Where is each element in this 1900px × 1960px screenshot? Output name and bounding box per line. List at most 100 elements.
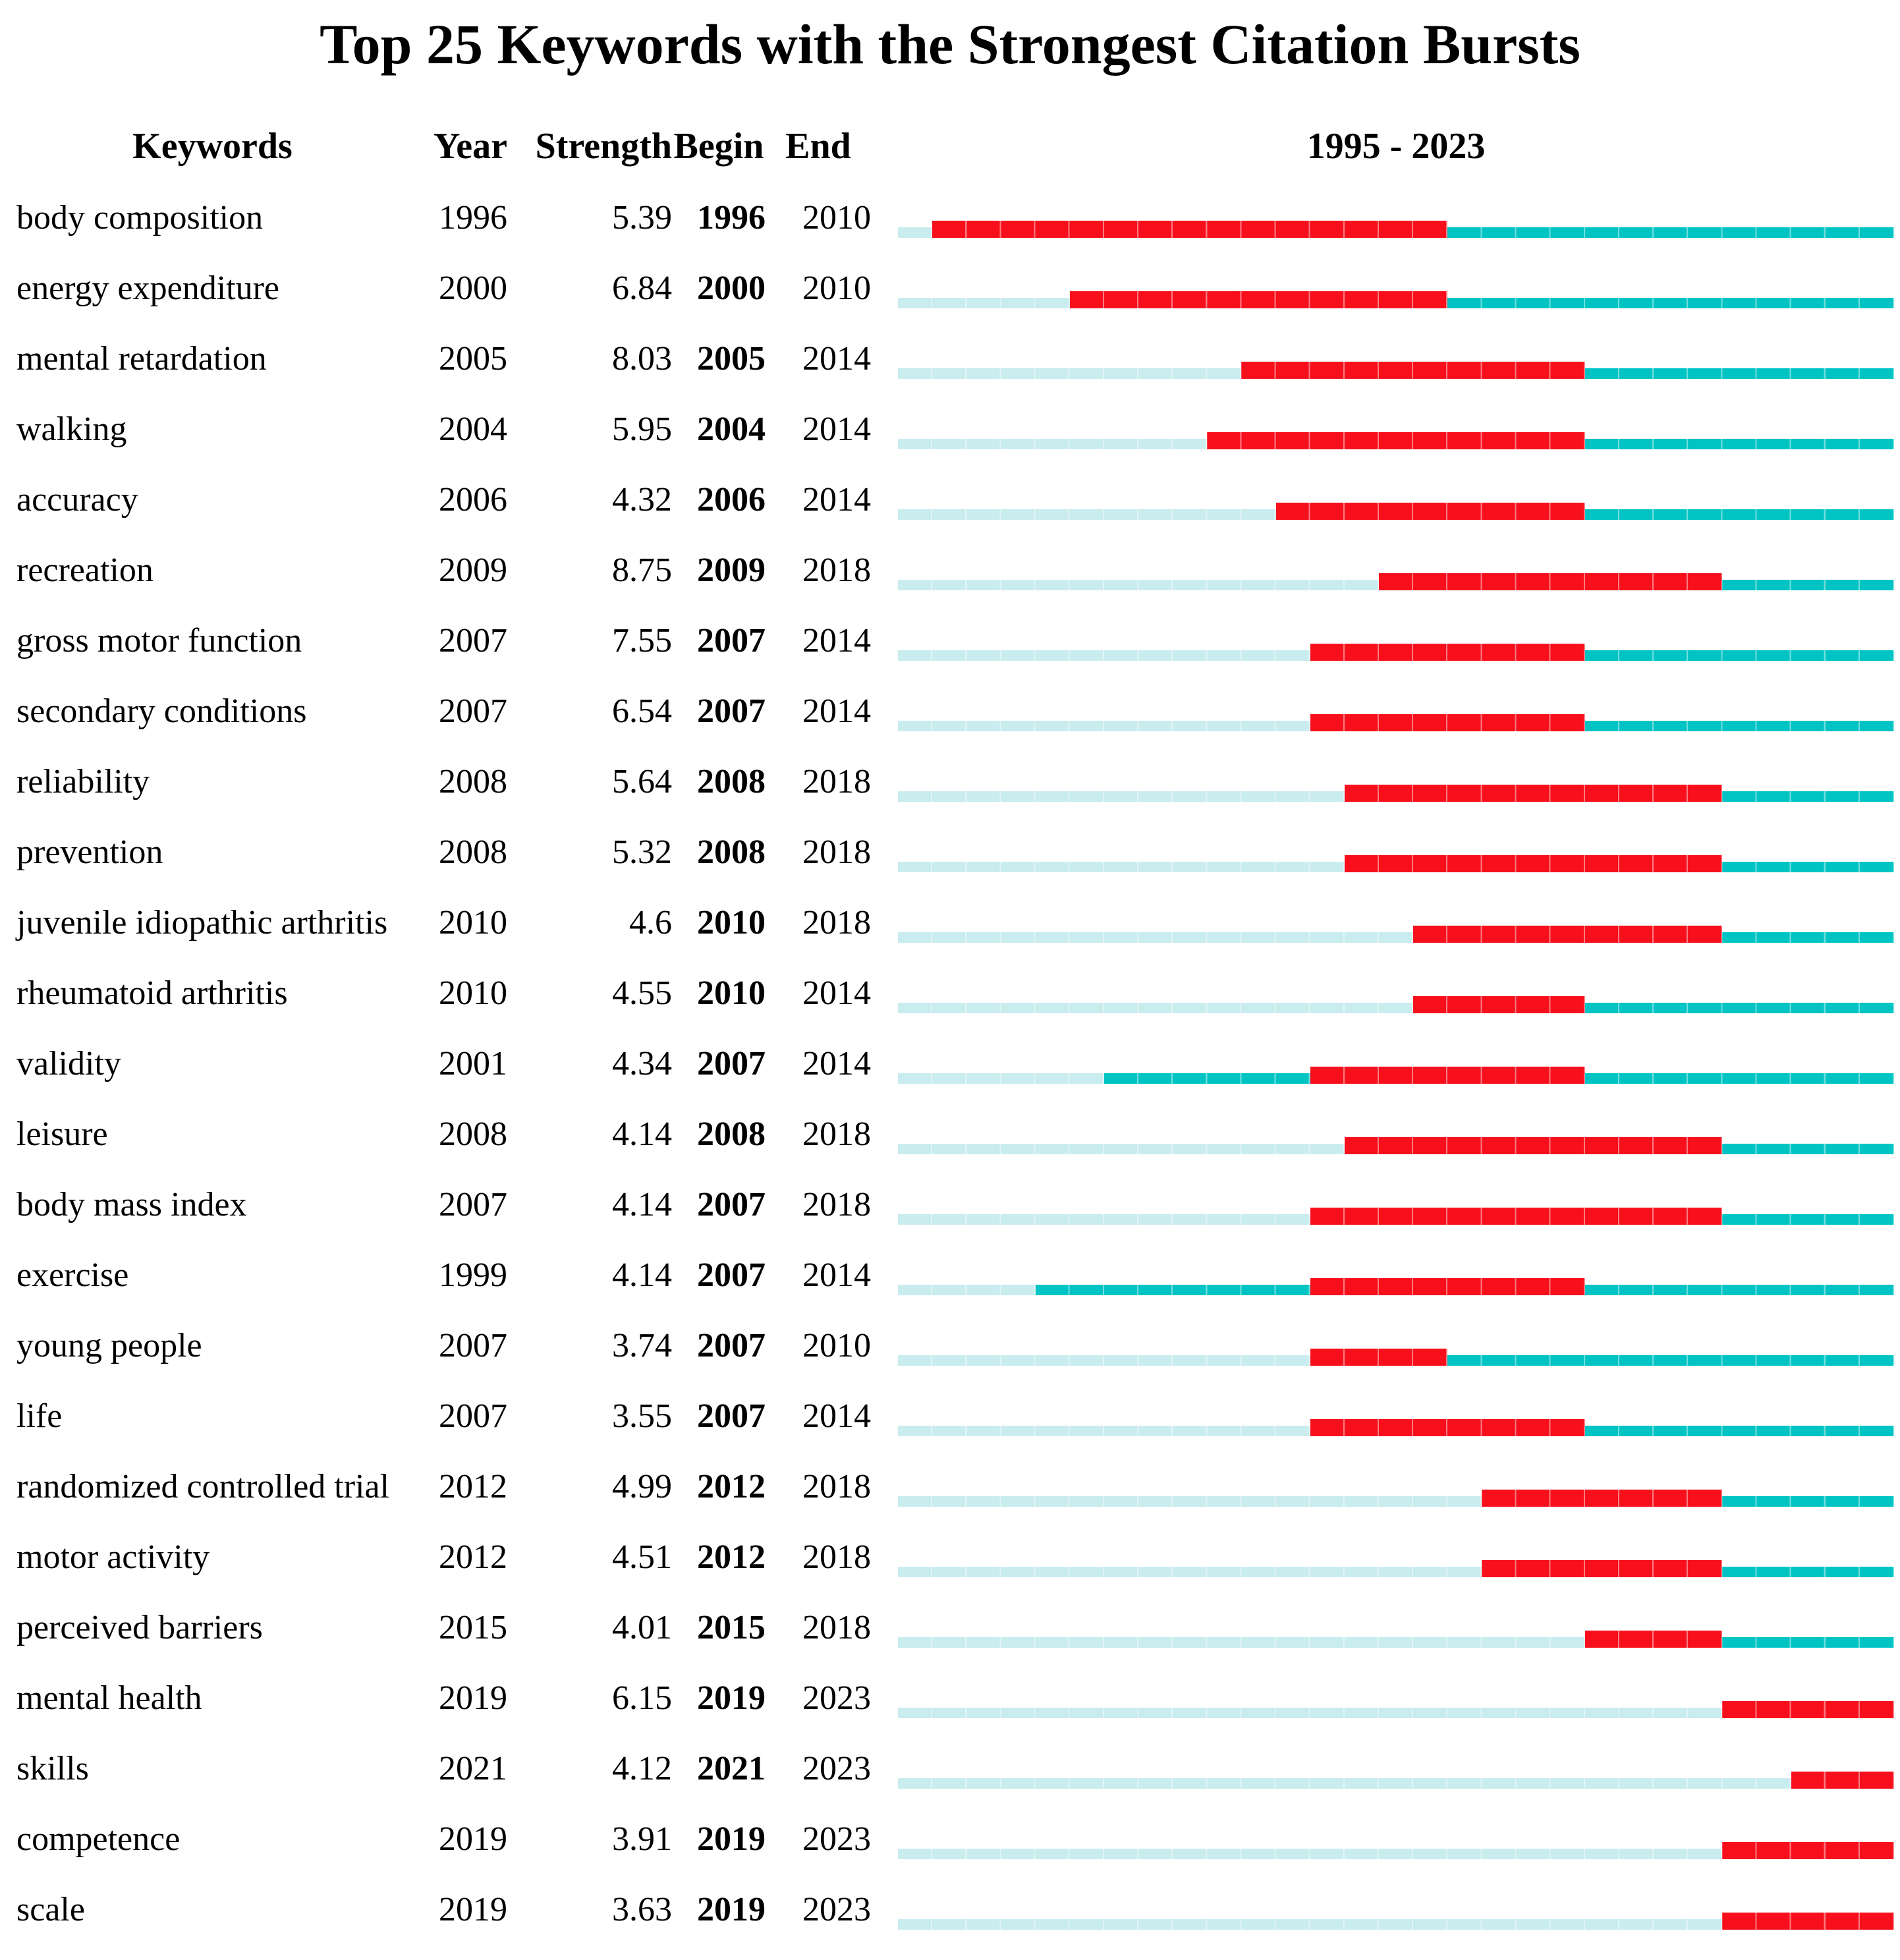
timeline-bar (898, 1278, 1894, 1296)
begin-cell: 2007 (697, 621, 766, 659)
post-burst-segment (1447, 1355, 1894, 1366)
year-cell: 2007 (439, 692, 507, 730)
timeline-bar (898, 855, 1894, 873)
timeline-track (898, 1278, 1894, 1296)
keyword-cell: leisure (16, 1115, 108, 1153)
year-cell: 2008 (439, 833, 507, 871)
timeline-track (898, 1631, 1894, 1648)
end-cell: 2023 (802, 1820, 871, 1858)
burst-segment (1413, 996, 1585, 1014)
begin-cell: 2004 (697, 410, 766, 448)
pre-appearance-segment (898, 1496, 1482, 1507)
begin-cell: 2000 (697, 269, 766, 307)
post-burst-segment (1584, 721, 1894, 732)
burst-row: accuracy 2006 4.32 2006 2014 (0, 464, 1900, 535)
pre-appearance-segment (898, 298, 1070, 309)
burst-segment (1791, 1772, 1894, 1789)
column-header-keywords: Keywords (132, 125, 293, 167)
burst-row: secondary conditions 2007 6.54 2007 2014 (0, 676, 1900, 746)
keyword-cell: mental retardation (16, 339, 267, 378)
year-cell: 2019 (439, 1890, 507, 1928)
burst-segment (1310, 1208, 1723, 1225)
post-burst-segment (1722, 1637, 1894, 1648)
column-header-strength: Strength (535, 125, 672, 167)
keyword-cell: rheumatoid arthritis (16, 974, 288, 1012)
end-cell: 2018 (802, 1538, 871, 1576)
burst-row: body mass index 2007 4.14 2007 2018 (0, 1169, 1900, 1240)
timeline-track (898, 926, 1894, 943)
year-cell: 2012 (439, 1467, 507, 1505)
pre-appearance-segment (898, 1426, 1310, 1437)
burst-segment (1344, 855, 1723, 873)
post-burst-segment (1722, 791, 1894, 802)
strength-cell: 5.39 (612, 198, 672, 237)
pre-appearance-segment (898, 862, 1345, 873)
burst-row: energy expenditure 2000 6.84 2000 2010 (0, 253, 1900, 323)
burst-row: life 2007 3.55 2007 2014 (0, 1381, 1900, 1451)
end-cell: 2014 (802, 621, 871, 659)
burst-segment (1344, 1137, 1723, 1155)
timeline-bar (898, 1631, 1894, 1648)
year-cell: 2007 (439, 621, 507, 659)
keyword-cell: juvenile idiopathic arthritis (16, 903, 388, 941)
timeline-bar (898, 714, 1894, 732)
begin-cell: 2007 (697, 1256, 766, 1294)
timeline-bar (898, 362, 1894, 379)
end-cell: 2018 (802, 1467, 871, 1505)
keyword-cell: randomized controlled trial (16, 1467, 390, 1505)
burst-row: motor activity 2012 4.51 2012 2018 (0, 1522, 1900, 1592)
year-cell: 2007 (439, 1326, 507, 1364)
burst-row: young people 2007 3.74 2007 2010 (0, 1310, 1900, 1381)
timeline-track (898, 362, 1894, 379)
strength-cell: 6.15 (612, 1679, 672, 1717)
end-cell: 2018 (802, 1608, 871, 1646)
pre-appearance-segment (898, 650, 1310, 661)
strength-cell: 6.84 (612, 269, 672, 307)
year-cell: 2010 (439, 903, 507, 941)
burst-row: mental retardation 2005 8.03 2005 2014 (0, 323, 1900, 394)
pre-appearance-segment (898, 227, 933, 238)
keyword-cell: reliability (16, 762, 150, 800)
timeline-track (898, 1701, 1894, 1719)
begin-cell: 2007 (697, 1185, 766, 1223)
keyword-cell: exercise (16, 1256, 129, 1294)
end-cell: 2014 (802, 692, 871, 730)
strength-cell: 5.95 (612, 410, 672, 448)
burst-row: randomized controlled trial 2012 4.99 20… (0, 1451, 1900, 1522)
timeline-bar (898, 503, 1894, 520)
keyword-cell: walking (16, 410, 127, 448)
year-cell: 2004 (439, 410, 507, 448)
timeline-bar (898, 1419, 1894, 1437)
end-cell: 2014 (802, 1397, 871, 1435)
post-burst-segment (1722, 580, 1894, 591)
strength-cell: 4.14 (612, 1115, 672, 1153)
timeline-track (898, 221, 1894, 238)
begin-cell: 2015 (697, 1608, 766, 1646)
timeline-bar (898, 996, 1894, 1014)
strength-cell: 4.12 (612, 1749, 672, 1787)
timeline-bar (898, 1349, 1894, 1366)
year-cell: 2021 (439, 1749, 507, 1787)
burst-row: juvenile idiopathic arthritis 2010 4.6 2… (0, 887, 1900, 958)
pre-appearance-segment (898, 1144, 1345, 1155)
pre-appearance-segment (898, 580, 1379, 591)
burst-segment (1310, 1278, 1585, 1296)
year-cell: 2015 (439, 1608, 507, 1646)
burst-segment (1722, 1913, 1894, 1930)
column-header-begin: Begin (673, 125, 764, 167)
post-burst-segment (1722, 1214, 1894, 1225)
strength-cell: 4.14 (612, 1185, 672, 1223)
burst-segment (1344, 785, 1723, 802)
timeline-bar (898, 291, 1894, 309)
strength-cell: 7.55 (612, 621, 672, 659)
year-cell: 2008 (439, 1115, 507, 1153)
begin-cell: 2005 (697, 339, 766, 378)
timeline-track (898, 1349, 1894, 1366)
end-cell: 2014 (802, 1044, 871, 1082)
burst-row: perceived barriers 2015 4.01 2015 2018 (0, 1592, 1900, 1663)
begin-cell: 2010 (697, 974, 766, 1012)
pre-appearance-segment (898, 439, 1208, 450)
burst-row: scale 2019 3.63 2019 2023 (0, 1874, 1900, 1945)
pre-appearance-segment (898, 1849, 1723, 1860)
begin-cell: 1996 (697, 198, 766, 237)
